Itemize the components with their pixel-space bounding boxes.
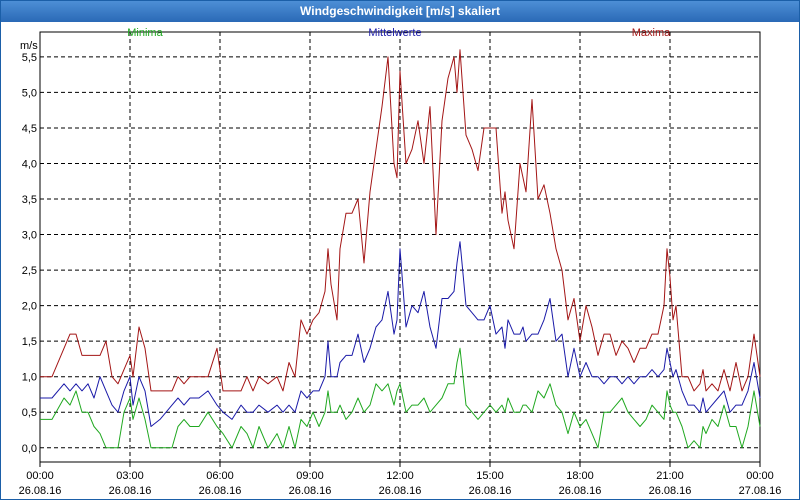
series-line-mittelwerte (40, 241, 761, 427)
x-tick-time: 06:00 (206, 470, 234, 482)
x-tick-date: 26.08.16 (649, 485, 692, 497)
y-tick-label: 5,5 (22, 52, 37, 64)
series-line-minima (40, 347, 761, 449)
x-tick-time: 00:00 (746, 470, 774, 482)
y-tick-label: 0,5 (22, 407, 37, 419)
x-tick-date: 26.08.16 (199, 485, 242, 497)
legend-entry: Minima (127, 27, 163, 39)
x-tick-time: 21:00 (656, 470, 684, 482)
y-tick-label: 2,0 (22, 301, 37, 313)
legend: Maxima Mittelwerte Minima (127, 27, 671, 39)
x-tick-time: 03:00 (116, 470, 144, 482)
y-tick-label: 3,0 (22, 230, 37, 242)
axes: m/s 0,0 0,5 1,0 1,5 2,0 2,5 3,0 3,5 4,0 4,5 5,0 5,5… (19, 31, 782, 497)
x-tick-date: 26.08.16 (289, 485, 332, 497)
x-tick-time: 00:00 (26, 470, 54, 482)
x-tick-date: 26.08.16 (19, 485, 62, 497)
chart-title: Windgeschwindigkeit [m/s] skaliert (1, 1, 799, 22)
x-tick-date: 27.08.16 (739, 485, 782, 497)
x-tick-time: 15:00 (476, 470, 504, 482)
legend-entry: Mittelwerte (368, 27, 421, 39)
plot-frame (39, 31, 761, 463)
x-tick-date: 26.08.16 (559, 485, 602, 497)
y-tick-label: 2,5 (22, 265, 37, 277)
y-tick-label: 4,5 (22, 123, 37, 135)
x-tick-time: 12:00 (386, 470, 414, 482)
y-tick-label: 5,0 (22, 87, 37, 99)
y-tick-label: 1,0 (22, 372, 37, 384)
x-tick-date: 26.08.16 (379, 485, 422, 497)
y-tick-label: 4,0 (22, 158, 37, 170)
series-line-maxima (40, 49, 761, 392)
x-tick-time: 18:00 (566, 470, 594, 482)
x-tick-time: 09:00 (296, 470, 324, 482)
x-tick-date: 26.08.16 (469, 485, 512, 497)
grid (40, 32, 760, 462)
y-tick-label: 3,5 (22, 194, 37, 206)
y-tick-label: 0,0 (22, 443, 37, 455)
x-tick-date: 26.08.16 (109, 485, 152, 497)
legend-entry: Maxima (632, 27, 671, 39)
y-axis-label: m/s (20, 40, 38, 52)
series-lines (40, 49, 761, 449)
y-tick-label: 1,5 (22, 336, 37, 348)
